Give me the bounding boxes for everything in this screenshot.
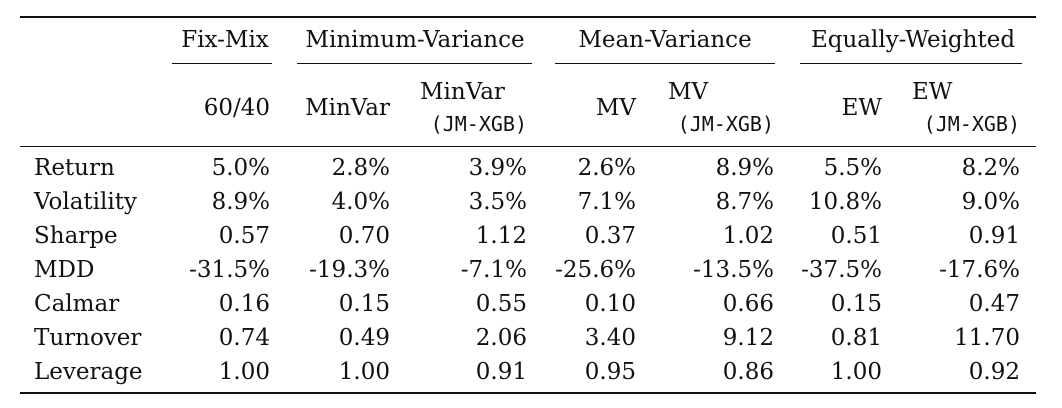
group-underline-minimum-variance xyxy=(297,63,532,64)
group-underline-equally-weighted xyxy=(800,63,1022,64)
table-cell: 3.40 xyxy=(584,325,636,351)
table-cell: 8.7% xyxy=(715,189,774,215)
table-cell: 0.10 xyxy=(584,291,636,317)
table-cell: 0.16 xyxy=(218,291,270,317)
table-cell: -31.5% xyxy=(189,257,270,283)
top-rule xyxy=(20,16,1036,18)
table-cell: 3.5% xyxy=(468,189,527,215)
table-cell: 9.0% xyxy=(961,189,1020,215)
group-header-fix-mix: Fix-Mix xyxy=(181,27,269,53)
table-cell: 1.12 xyxy=(475,223,527,249)
table-cell: 5.0% xyxy=(211,155,270,181)
table-cell: 0.95 xyxy=(584,359,636,385)
header-rule xyxy=(20,146,1036,147)
table-cell: -37.5% xyxy=(801,257,882,283)
table-cell: 0.70 xyxy=(338,223,390,249)
table-cell: 1.00 xyxy=(218,359,270,385)
table-cell: 0.15 xyxy=(830,291,882,317)
table-cell: -7.1% xyxy=(460,257,527,283)
table-cell: 1.00 xyxy=(338,359,390,385)
table-cell: 10.8% xyxy=(808,189,882,215)
row-label: MDD xyxy=(34,257,95,283)
column-header-minvar-jmxgb-line2: (JM-XGB) xyxy=(430,112,527,136)
bottom-rule xyxy=(20,392,1036,394)
table-cell: 4.0% xyxy=(331,189,390,215)
table-cell: 0.49 xyxy=(338,325,390,351)
table-cell: -19.3% xyxy=(309,257,390,283)
column-header-60-40: 60/40 xyxy=(203,95,270,121)
column-header-minvar: MinVar xyxy=(305,95,390,121)
table-cell: 0.86 xyxy=(722,359,774,385)
table-cell: 0.91 xyxy=(968,223,1020,249)
row-label: Turnover xyxy=(34,325,142,351)
column-header-minvar-jmxgb-line1: MinVar xyxy=(420,79,505,105)
column-header-mv: MV xyxy=(595,95,636,121)
group-underline-mean-variance xyxy=(555,63,775,64)
table-cell: 3.9% xyxy=(468,155,527,181)
table-cell: 0.37 xyxy=(584,223,636,249)
column-header-ew: EW xyxy=(841,95,882,121)
row-label: Return xyxy=(34,155,115,181)
table-cell: 11.70 xyxy=(954,325,1020,351)
table-cell: 0.92 xyxy=(968,359,1020,385)
table-cell: -13.5% xyxy=(693,257,774,283)
row-label: Volatility xyxy=(34,189,137,215)
table-cell: 0.81 xyxy=(830,325,882,351)
table-cell: 8.2% xyxy=(961,155,1020,181)
row-label: Calmar xyxy=(34,291,120,317)
table-cell: 0.55 xyxy=(475,291,527,317)
table-cell: 1.02 xyxy=(722,223,774,249)
table-cell: 0.91 xyxy=(475,359,527,385)
table-cell: 2.06 xyxy=(475,325,527,351)
column-header-mv-jmxgb-line2: (JM-XGB) xyxy=(677,112,774,136)
column-header-ew-jmxgb-line1: EW xyxy=(912,79,953,105)
table-cell: 0.47 xyxy=(968,291,1020,317)
table-cell: 0.51 xyxy=(830,223,882,249)
group-underline-fix-mix xyxy=(172,63,272,64)
table-cell: 2.6% xyxy=(577,155,636,181)
table-cell: 0.74 xyxy=(218,325,270,351)
table-cell: -17.6% xyxy=(939,257,1020,283)
table-cell: 0.66 xyxy=(722,291,774,317)
table-cell: 9.12 xyxy=(722,325,774,351)
table-cell: 0.57 xyxy=(218,223,270,249)
row-label: Sharpe xyxy=(34,223,118,249)
table-cell: 8.9% xyxy=(211,189,270,215)
table-cell: 7.1% xyxy=(577,189,636,215)
column-header-mv-jmxgb-line1: MV xyxy=(668,79,709,105)
table-cell: 1.00 xyxy=(830,359,882,385)
table-cell: -25.6% xyxy=(555,257,636,283)
table-cell: 0.15 xyxy=(338,291,390,317)
group-header-equally-weighted: Equally-Weighted xyxy=(810,27,1016,53)
table-cell: 8.9% xyxy=(715,155,774,181)
group-header-mean-variance: Mean-Variance xyxy=(578,27,752,53)
group-header-minimum-variance: Minimum-Variance xyxy=(305,27,525,53)
row-label: Leverage xyxy=(34,359,143,385)
table-cell: 5.5% xyxy=(823,155,882,181)
table-cell: 2.8% xyxy=(331,155,390,181)
column-header-ew-jmxgb-line2: (JM-XGB) xyxy=(923,112,1020,136)
